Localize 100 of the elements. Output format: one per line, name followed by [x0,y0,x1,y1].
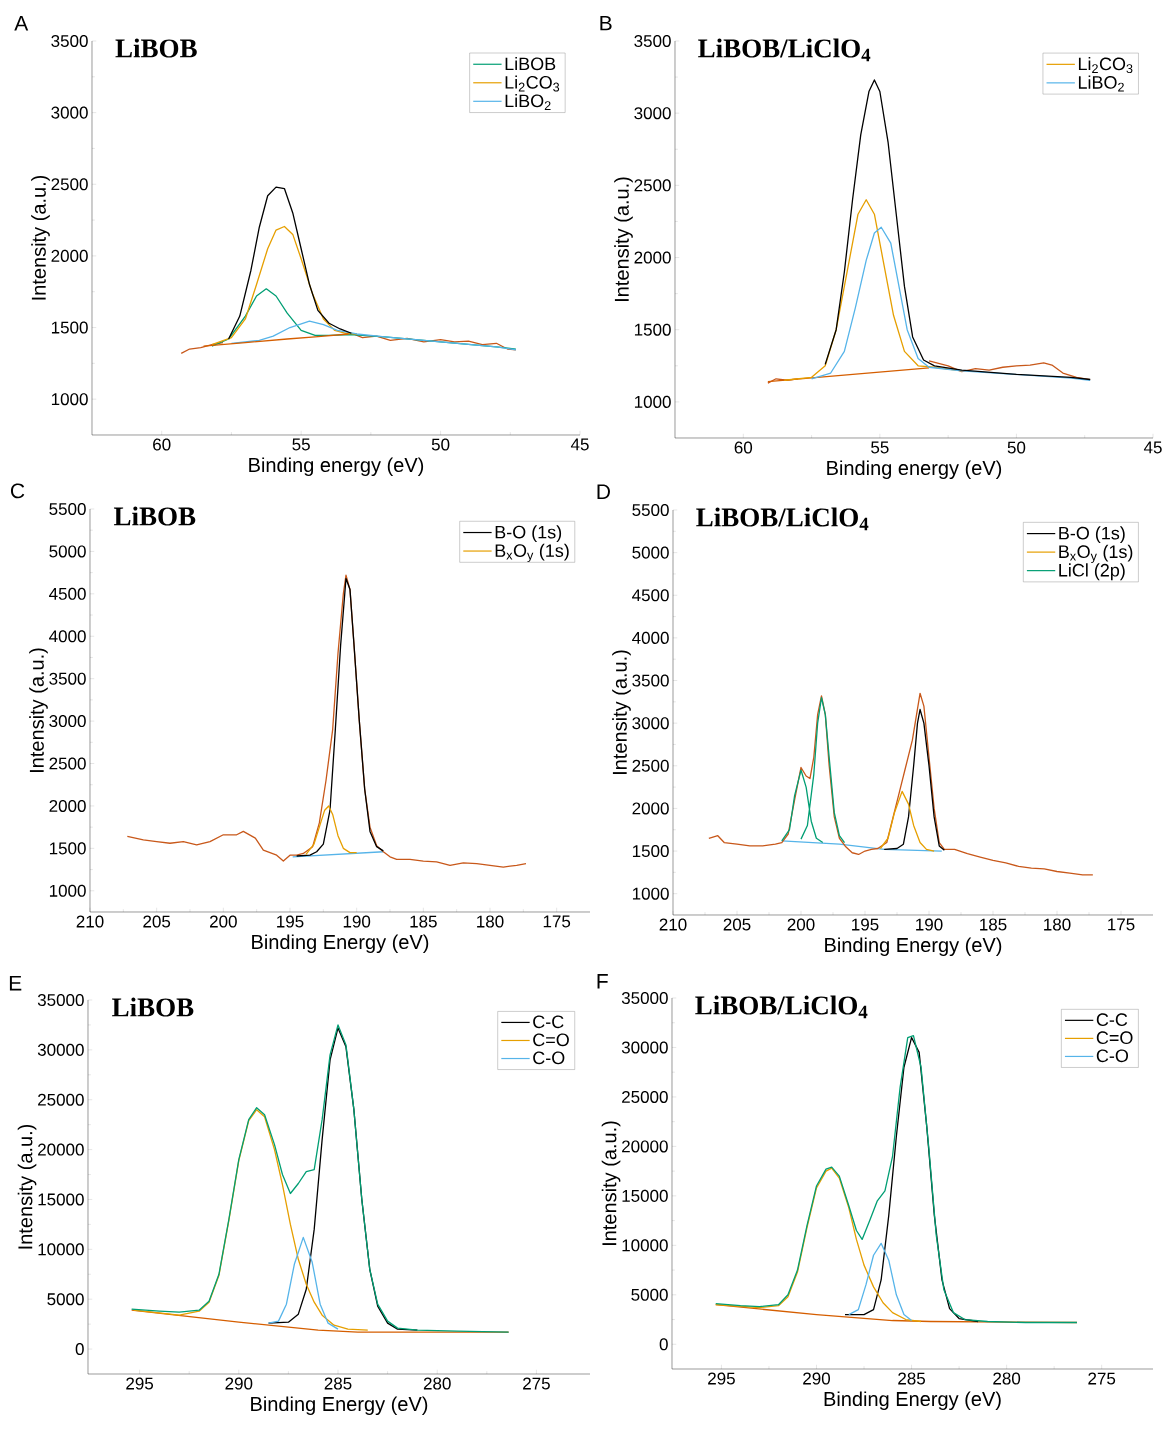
y-tick-label: 25000 [622,1090,668,1103]
y-tick-label: 0 [75,1343,84,1356]
y-tick-label: 5000 [47,1293,84,1306]
x-tick-label: 190 [343,915,371,928]
chart-title: LiBOB/LiClO$_{4}$ [698,38,871,62]
y-tick-label: 35000 [621,991,668,1005]
x-tick-label: 280 [423,1377,451,1390]
y-tick-label: 20000 [38,1143,84,1156]
x-tick-label: 285 [898,1372,926,1385]
y-tick-label: 1500 [632,845,669,858]
y-tick-label: 0 [659,1338,668,1351]
legend-label: C=O [1096,1031,1133,1045]
y-tick-label: 3500 [632,674,669,687]
x-tick-label: 210 [76,915,104,928]
legend-label: LiBO$_{2}$ [505,94,551,110]
x-tick-label: 275 [1088,1372,1116,1385]
text: D [597,484,610,499]
y-tick-label: 4500 [49,587,86,600]
x-tick-label: 295 [126,1377,154,1390]
y-tick-label: 15000 [38,1193,84,1206]
x-tick-label: 180 [1044,918,1071,931]
y-tick-label: 5000 [631,1288,668,1301]
x-tick-label: 50 [431,438,450,451]
y-tick-label: 2500 [51,178,88,191]
chart-title: LiBOB [112,997,194,1017]
y-tick-label: 3500 [51,34,88,48]
y-tick-label: 3000 [51,106,88,119]
y-tick-label: 3000 [634,107,671,120]
x-tick-label: 290 [803,1372,831,1385]
x-tick-label: 185 [410,915,437,928]
x-axis-title: Binding Energy (eV) [251,1396,428,1416]
x-axis-title: Binding Energy (eV) [824,1391,1001,1411]
y-tick-label: 30000 [37,1043,84,1056]
y-axis-title: Intensity (a.u.) [29,648,48,773]
y-tick-label: 1000 [49,884,86,897]
y-tick-label: 1000 [634,395,671,408]
y-axis-title: Intensity (a.u.) [614,177,633,301]
y-tick-label: 2500 [49,757,86,770]
y-tick-label: 5500 [49,502,86,516]
x-tick-label: 60 [153,438,171,451]
x-tick-label: 295 [708,1372,735,1385]
y-tick-label: 5000 [632,546,669,559]
chart-title: LiBOB [115,38,197,58]
y-tick-label: 2000 [634,251,671,264]
y-tick-label: 2500 [634,179,671,192]
x-tick-label: 185 [980,918,1007,931]
x-tick-label: 45 [570,438,589,451]
y-tick-label: 1500 [51,321,88,334]
x-tick-label: 290 [225,1377,253,1390]
y-tick-label: 2000 [51,249,88,262]
text: F [597,974,608,989]
x-tick-label: 55 [871,441,889,454]
x-tick-label: 280 [993,1372,1021,1385]
x-tick-label: 180 [477,915,504,928]
x-axis-title: Binding energy (eV) [249,457,424,477]
y-tick-label: 5500 [632,503,669,517]
x-tick-label: 45 [1143,441,1162,454]
y-tick-label: 1500 [49,842,86,855]
x-tick-label: 200 [210,915,237,928]
legend-label: Li$_{2}$CO$_{3}$ [505,75,560,92]
x-tick-label: 285 [324,1377,352,1390]
y-tick-label: 2500 [632,759,669,772]
y-tick-label: 2000 [632,802,669,815]
y-axis-title: Intensity (a.u.) [31,175,50,300]
legend-label: LiBOB [505,56,556,71]
legend-label: Li$_{2}$CO$_{3}$ [1078,57,1133,74]
y-tick-label: 5000 [49,545,86,558]
legend-label: C-C [1096,1013,1128,1027]
x-tick-label: 210 [659,918,687,931]
y-tick-label: 4000 [49,630,86,643]
x-tick-label: 200 [787,918,815,931]
x-axis-title: Binding Energy (eV) [252,934,429,954]
x-tick-label: 205 [143,915,171,928]
legend-label: B$_{x}$O$_{y}$ (1s) [495,543,569,563]
x-axis-title: Binding energy (eV) [827,460,1002,480]
y-tick-label: 1000 [51,393,88,406]
y-tick-label: 10000 [38,1243,84,1256]
legend-label: LiCl (2p) [1059,563,1125,581]
legend-label: B-O (1s) [1059,526,1125,544]
y-tick-label: 10000 [622,1239,668,1252]
legend-label: LiBO$_{2}$ [1078,75,1124,92]
text: A [14,16,29,31]
y-tick-label: 2000 [49,799,86,812]
y-tick-label: 4000 [632,631,669,644]
x-tick-label: 275 [523,1377,550,1390]
x-tick-label: 190 [916,918,943,931]
y-tick-label: 3500 [49,672,86,685]
y-axis-title: Intensity (a.u.) [17,1124,37,1249]
x-tick-label: 205 [723,918,751,931]
legend-label: C-O [1096,1049,1129,1063]
text: C [10,483,25,499]
x-tick-label: 60 [734,441,753,454]
x-tick-label: 195 [277,915,304,928]
y-axis-title: Intensity (a.u.) [601,1121,621,1246]
x-tick-label: 175 [543,915,571,928]
chart-title: LiBOB [113,506,196,526]
y-tick-label: 1500 [634,323,671,336]
legend-label: C-O [533,1051,565,1065]
y-tick-label: 25000 [38,1093,84,1106]
y-tick-label: 20000 [622,1140,668,1153]
